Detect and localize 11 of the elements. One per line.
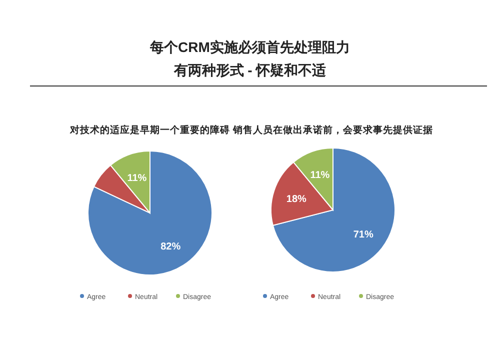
data-label: 82% — [160, 241, 181, 252]
pie-slice — [272, 148, 396, 272]
data-label: 18% — [286, 194, 307, 206]
text: 有两种形式 - 怀疑和不适 — [172, 62, 328, 78]
pie-slice — [88, 150, 212, 276]
chart-title: 销售人员在做出承诺前，会要求事先提供证据 — [232, 124, 433, 136]
data-label: 11% — [310, 170, 330, 181]
text: 每个CRM实施必须首先处理阻力 — [149, 39, 350, 55]
data-label: 11% — [127, 172, 147, 184]
chart-title: 对技术的适应是早期一个重要的障碍 — [69, 124, 230, 136]
data-label: 71% — [353, 230, 374, 241]
